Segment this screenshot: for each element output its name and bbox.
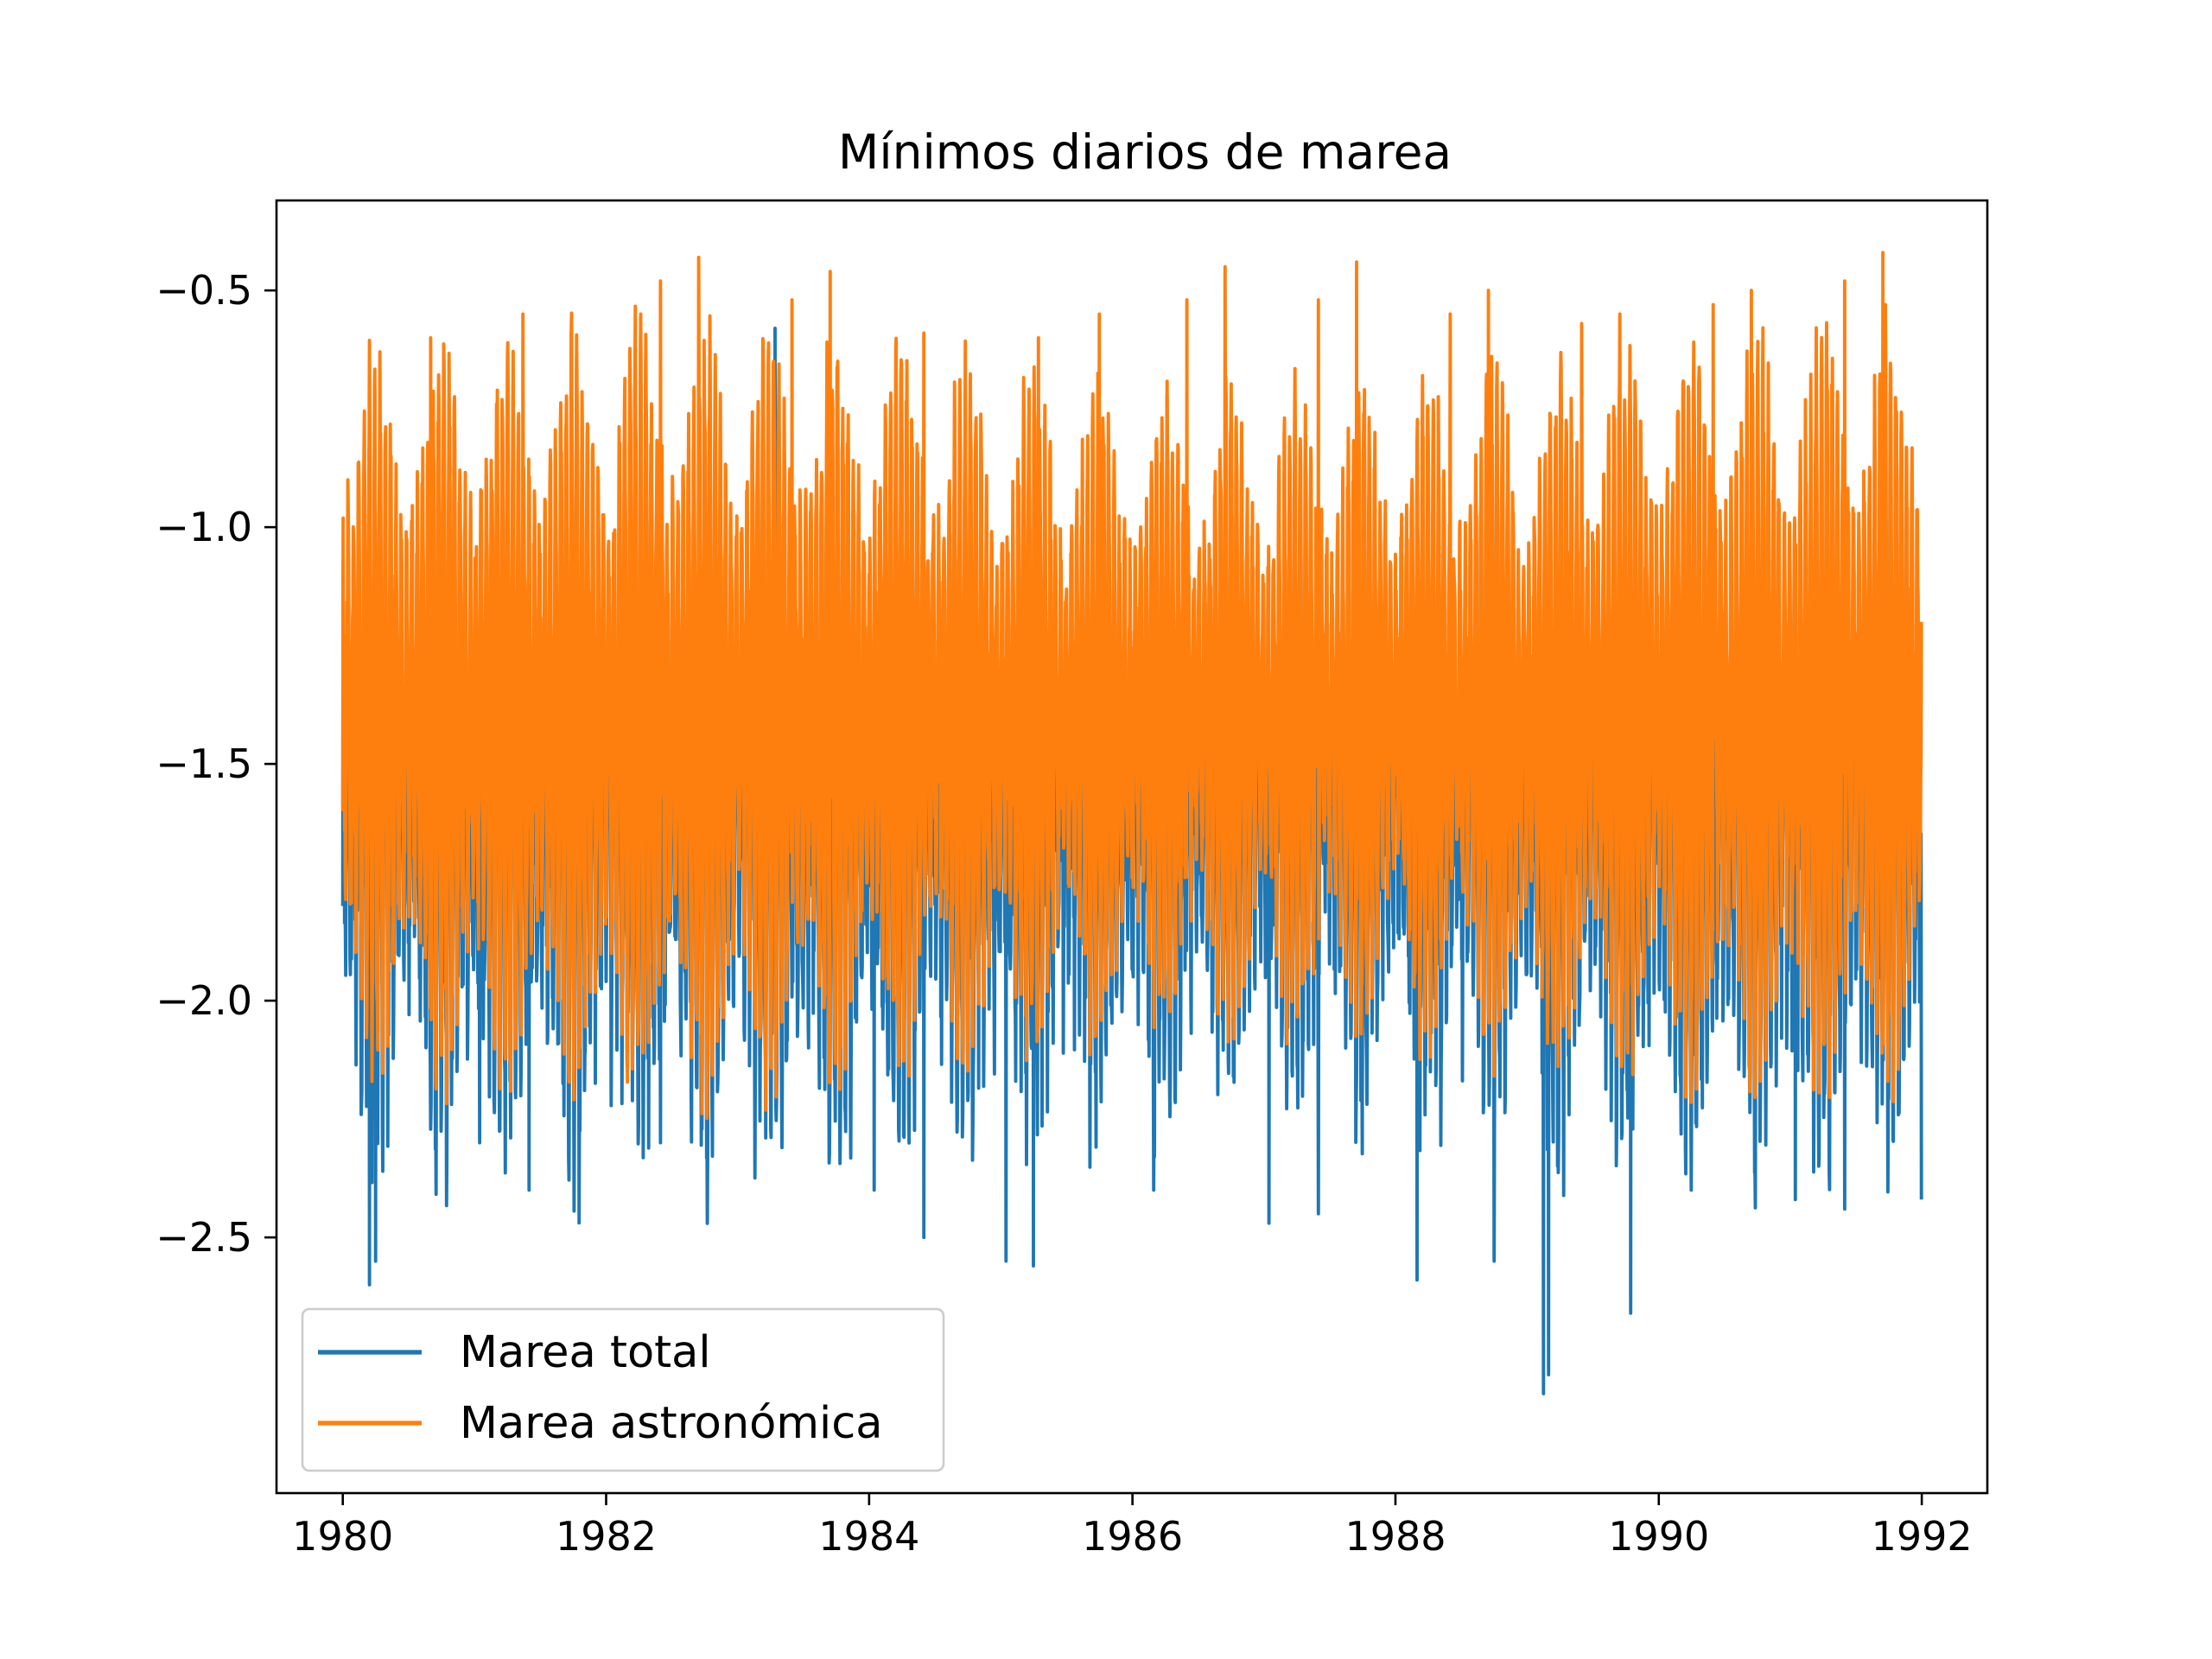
series-layer [340, 251, 1923, 1395]
y-tick-label: −2.0 [156, 977, 252, 1024]
legend: Marea total Marea astronómica [301, 1307, 945, 1472]
y-axis: −0.5 −1.0 −1.5 −2.0 −2.5 [156, 267, 276, 1261]
y-tick-label: −1.5 [156, 741, 252, 787]
x-tick-label: 1990 [1608, 1513, 1709, 1560]
series-line-marea-astronomica [340, 251, 1923, 1121]
x-tick-label: 1982 [556, 1513, 657, 1560]
x-tick-label: 1986 [1082, 1513, 1183, 1560]
y-tick-label: −2.5 [156, 1214, 252, 1261]
x-tick-label: 1984 [818, 1513, 919, 1560]
legend-label-marea-total: Marea total [460, 1327, 711, 1378]
x-tick-label: 1980 [292, 1513, 393, 1560]
legend-label-marea-astronomica: Marea astronómica [460, 1398, 882, 1449]
y-tick-label: −1.0 [156, 504, 252, 550]
x-tick-label: 1988 [1344, 1513, 1446, 1560]
x-tick-label: 1992 [1872, 1513, 1973, 1560]
x-axis: 1980 1982 1984 1986 1988 1990 1992 [292, 1493, 1973, 1560]
y-tick-label: −0.5 [156, 267, 252, 314]
chart-title: Mínimos diarios de marea [838, 124, 1452, 180]
legend-box [301, 1307, 945, 1472]
